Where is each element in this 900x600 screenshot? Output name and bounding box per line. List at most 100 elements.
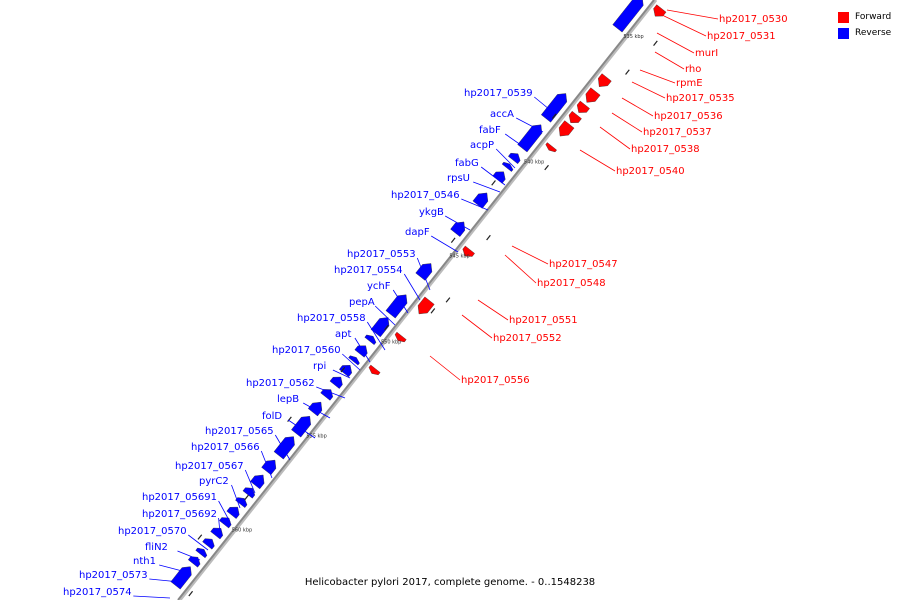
reverse-gene-4 [508,152,521,165]
reverse-gene-16 [329,376,343,389]
legend-label-forward: Forward [855,12,892,22]
tick-label: 535 kbp [623,34,643,40]
legend-item-forward: Forward [838,9,891,25]
feature-mark-13 [244,494,249,501]
reverse-gene-leader [260,450,273,479]
reverse-gene-13 [354,345,368,358]
genome-caption: Helicobacter pylori 2017, complete genom… [304,577,596,588]
forward-gene-label: hp2017_0537 [643,127,712,138]
backbone-shadow [178,0,658,600]
forward-gene-9 [417,296,435,315]
forward-gene-label: hp2017_0540 [616,166,685,177]
forward-gene-10 [394,331,407,343]
reverse-gene-22 [250,474,265,490]
reverse-gene-7 [472,192,489,209]
forward-swatch [838,11,849,23]
forward-gene-leader [656,32,695,54]
reverse-gene-9 [415,263,433,281]
reverse-gene-18 [307,401,323,417]
reverse-gene-leader [218,500,231,523]
reverse-gene-24 [235,497,248,508]
reverse-gene-leader [188,534,209,551]
reverse-gene-label: apt [335,329,351,340]
forward-gene-leader [429,355,461,381]
reverse-gene-21 [261,459,277,476]
forward-gene-leader [666,9,719,20]
forward-gene-6 [558,120,575,137]
forward-gene-label: rho [685,64,701,75]
forward-gene-leader [611,112,643,133]
forward-gene-2 [598,73,612,87]
reverse-gene-leader [445,215,471,231]
reverse-gene-label: rpsU [447,173,470,184]
reverse-gene-label: lepB [277,394,299,405]
forward-gene-label: hp2017_0547 [549,259,618,270]
reverse-gene-label: hp2017_0560 [272,345,341,356]
reverse-gene-8 [450,221,466,237]
reverse-gene-leader [516,117,544,133]
reverse-gene-label: hp2017_0574 [63,587,132,598]
reverse-gene-label: ykgB [419,207,444,218]
reverse-gene-leader [231,484,241,509]
reverse-gene-11 [370,317,390,338]
reverse-gene-14 [348,355,360,366]
legend: Forward Reverse [838,9,891,41]
reverse-gene-23 [242,487,256,499]
reverse-gene-leader [133,595,171,599]
reverse-gene-leader [332,369,351,379]
reverse-gene-leader [244,469,256,494]
reverse-gene-leader [461,198,489,211]
reverse-gene-label: hp2017_0553 [347,249,416,260]
reverse-gene-12 [364,334,377,346]
feature-mark-2 [625,69,630,75]
legend-item-reverse: Reverse [838,25,891,41]
reverse-gene-label: hp2017_0558 [297,313,366,324]
legend-label-reverse: Reverse [855,28,892,38]
reverse-gene-leader [495,148,516,169]
reverse-gene-label: hp2017_05692 [142,509,217,520]
backbone [177,0,655,600]
forward-gene-leader [639,69,676,84]
reverse-swatch [838,27,849,39]
feature-mark-6 [486,234,491,241]
reverse-gene-19 [291,415,311,438]
forward-gene-label: hp2017_0531 [707,31,776,42]
reverse-gene-label: hp2017_0573 [79,570,148,581]
reverse-gene-3 [517,124,543,153]
reverse-gene-label: acpP [470,140,494,151]
reverse-gene-leader [159,564,191,574]
forward-gene-leader [599,126,631,150]
feature-mark-1 [653,40,658,46]
forward-gene-leader [661,14,707,37]
feature-mark-14 [197,534,203,540]
feature-mark-7 [450,237,456,243]
reverse-gene-leader [287,419,316,439]
forward-gene-11 [368,364,381,376]
reverse-gene-leader [403,273,421,301]
reverse-gene-leader [392,289,409,314]
forward-gene-label: hp2017_0548 [537,278,606,289]
reverse-gene-leader [149,578,181,583]
forward-gene-3 [585,87,601,103]
reverse-gene-leader [316,386,346,399]
reverse-gene-leader [303,402,331,419]
forward-gene-label: hp2017_0552 [493,333,562,344]
reverse-gene-leader [430,235,459,253]
feature-mark-5 [491,180,496,186]
feature-mark-11 [340,366,346,373]
reverse-gene-2 [540,93,568,123]
reverse-gene-label: folD [262,411,282,422]
forward-gene-4 [576,100,590,113]
reverse-gene-leader [354,337,371,363]
reverse-gene-10 [385,294,408,319]
reverse-gene-leader [480,166,506,186]
forward-gene-8 [462,245,475,257]
feature-mark-3 [551,113,557,119]
reverse-gene-label: dapF [405,227,430,238]
reverse-gene-label: pepA [349,297,375,308]
reverse-gene-25 [226,506,240,519]
forward-gene-label: hp2017_0530 [719,14,788,25]
feature-mark-10 [384,324,389,331]
reverse-gene-label: hp2017_0566 [191,442,260,453]
